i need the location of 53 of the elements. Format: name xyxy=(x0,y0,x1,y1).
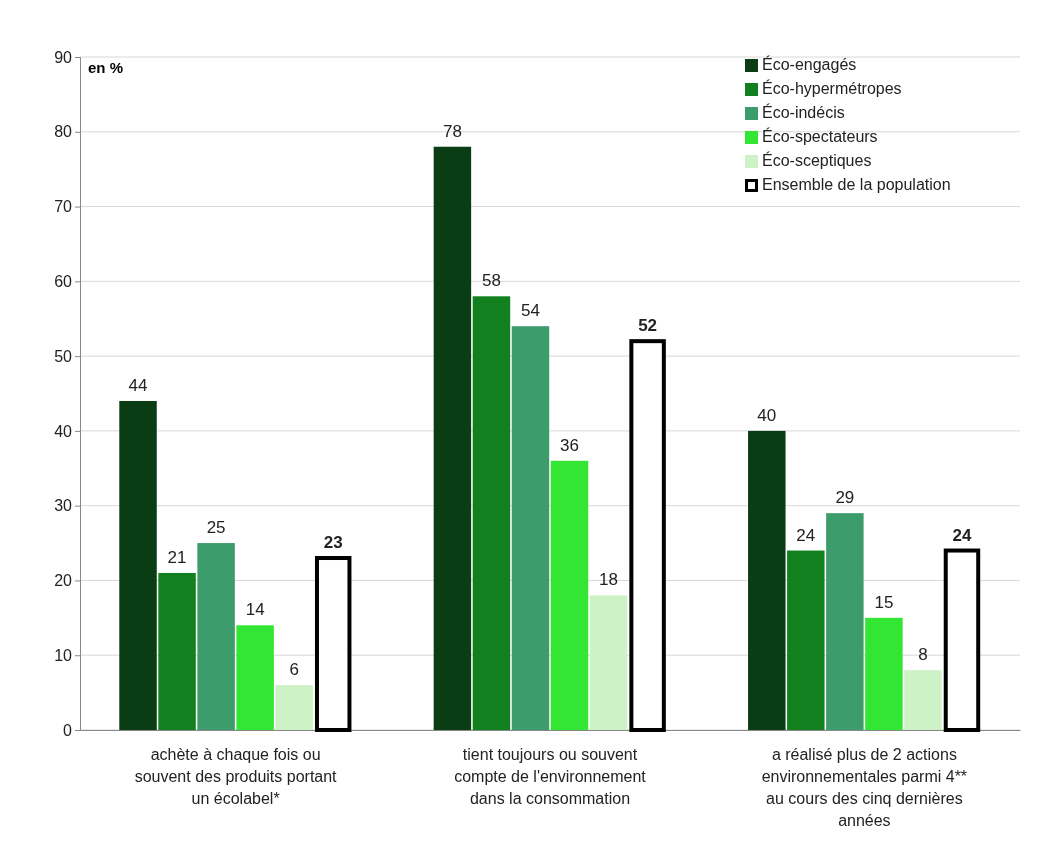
y-tick-label: 70 xyxy=(54,198,73,216)
legend-label: Éco-indécis xyxy=(762,103,845,121)
data-label: 58 xyxy=(481,271,501,291)
bar xyxy=(748,430,786,730)
bar xyxy=(904,670,942,730)
y-tick-label: 10 xyxy=(54,646,73,664)
data-label: 23 xyxy=(323,533,343,553)
y-tick-label: 40 xyxy=(54,422,73,440)
legend-label: Éco-hypermétropes xyxy=(762,79,902,97)
x-tick-label: tient toujours ou souvent compte de l'environnement dans la consommation xyxy=(454,746,647,807)
data-label: 6 xyxy=(289,660,299,680)
data-label: 24 xyxy=(796,525,816,545)
data-label: 52 xyxy=(638,316,658,336)
x-tick-label: a réalisé plus de 2 actions environnementales parmi 4** au cours des cinq dernières années xyxy=(761,746,968,829)
data-label: 78 xyxy=(442,121,462,141)
y-tick-label: 80 xyxy=(54,123,73,141)
data-label: 29 xyxy=(835,488,855,508)
bar xyxy=(275,685,313,730)
data-label: 14 xyxy=(245,600,265,620)
y-tick-label: 0 xyxy=(63,721,73,739)
legend-label: Éco-sceptiques xyxy=(762,151,872,169)
bar xyxy=(236,625,274,730)
bar xyxy=(550,460,589,730)
bar xyxy=(433,146,472,730)
legend-label: Éco-engagés xyxy=(762,55,857,73)
bar xyxy=(119,400,157,730)
x-tick-label: achète à chaque fois ou souvent des produits portant un écolabel* xyxy=(134,746,338,807)
y-tick-label: 30 xyxy=(54,497,73,515)
data-label: 25 xyxy=(206,518,226,538)
bar xyxy=(787,550,825,730)
data-label: 18 xyxy=(599,570,619,590)
bar xyxy=(158,572,196,730)
y-tick-label: 60 xyxy=(54,272,73,290)
legend-label: Ensemble de la population xyxy=(762,176,951,193)
bar xyxy=(589,595,628,730)
data-label: 44 xyxy=(128,375,148,395)
data-label: 8 xyxy=(918,645,928,665)
data-label: 15 xyxy=(874,592,894,612)
data-label: 21 xyxy=(167,547,187,567)
bar xyxy=(472,296,511,730)
y-axis-title: en % xyxy=(88,59,124,76)
bar xyxy=(197,543,235,730)
y-tick-label: 90 xyxy=(54,48,73,66)
y-tick-label: 20 xyxy=(54,572,73,590)
bar xyxy=(511,326,550,730)
bar xyxy=(865,617,903,730)
data-label: 24 xyxy=(952,525,972,545)
legend-label: Éco-spectateurs xyxy=(762,127,878,145)
y-tick-label: 50 xyxy=(54,347,73,365)
bar xyxy=(826,513,864,730)
data-label: 54 xyxy=(521,301,540,321)
data-label: 36 xyxy=(560,435,579,455)
data-label: 40 xyxy=(757,405,777,425)
